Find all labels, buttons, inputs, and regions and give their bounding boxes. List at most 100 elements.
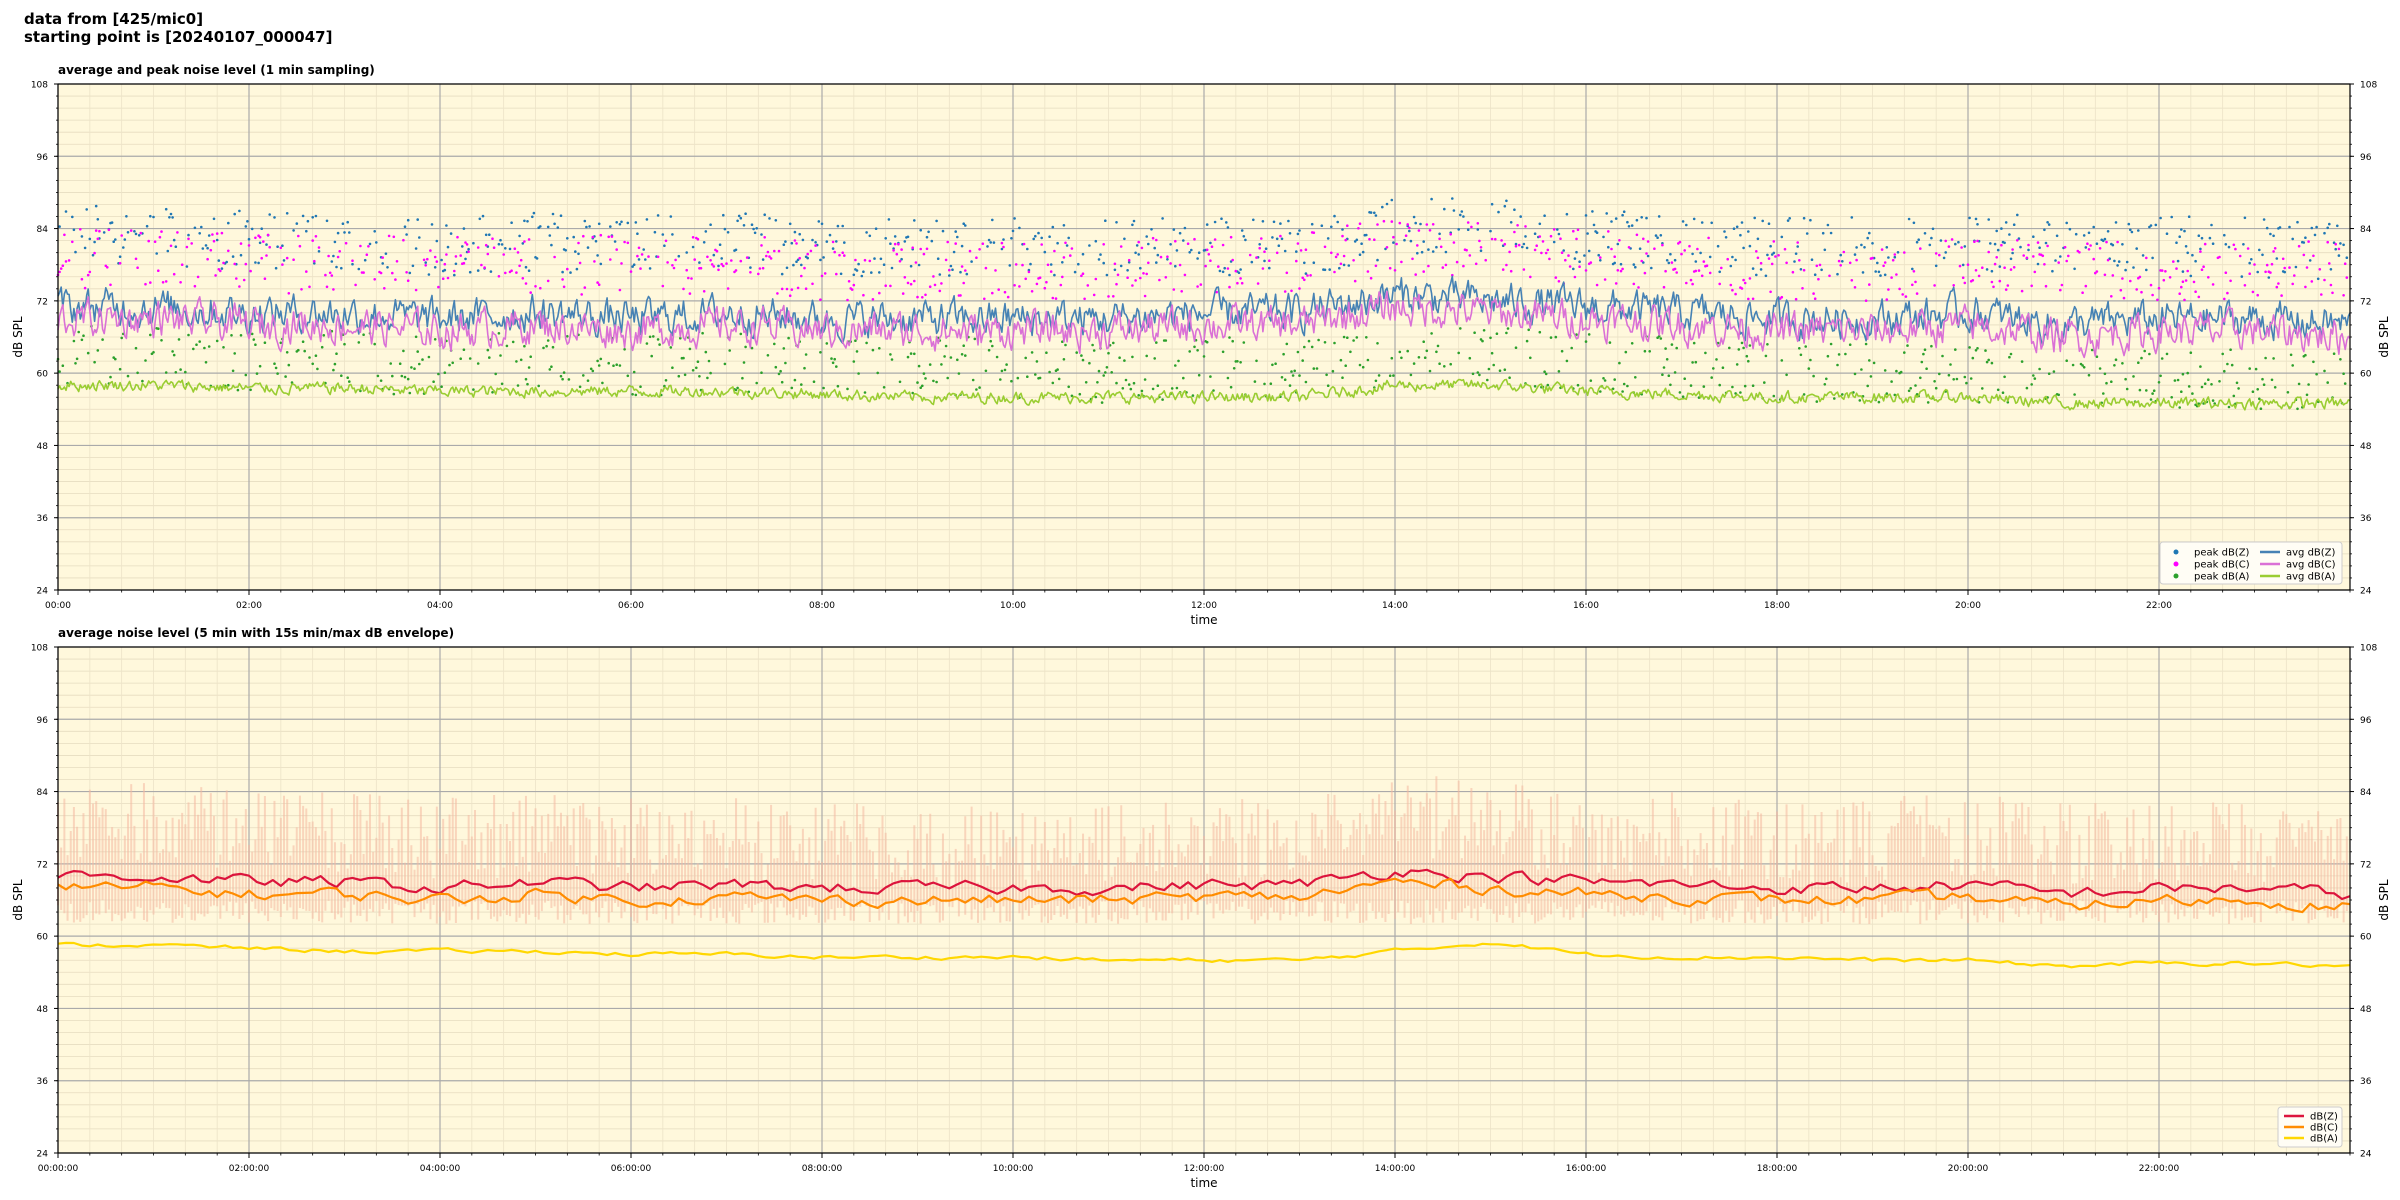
data-point bbox=[1471, 372, 1475, 376]
data-point bbox=[1444, 263, 1448, 267]
data-point bbox=[1344, 238, 1347, 242]
data-point bbox=[704, 350, 708, 354]
data-point bbox=[1153, 357, 1156, 360]
data-point bbox=[265, 254, 268, 257]
data-point bbox=[2281, 257, 2285, 261]
data-point bbox=[1505, 263, 1508, 267]
data-point bbox=[268, 213, 272, 216]
x-tick-label: 18:00 bbox=[1764, 601, 1790, 611]
data-point bbox=[1514, 244, 1518, 248]
data-point bbox=[1930, 236, 1933, 240]
data-point bbox=[1777, 254, 1780, 257]
data-point bbox=[1277, 244, 1281, 247]
starting-point-text: starting point is [20240107_000047] bbox=[24, 28, 333, 46]
data-point bbox=[1839, 264, 1842, 267]
data-point bbox=[101, 338, 104, 341]
data-point bbox=[2129, 279, 2132, 283]
data-point bbox=[725, 262, 728, 265]
data-point bbox=[739, 332, 743, 336]
data-point bbox=[1423, 356, 1427, 360]
data-point bbox=[790, 386, 794, 390]
data-point bbox=[518, 234, 521, 238]
data-point bbox=[949, 356, 953, 359]
data-point bbox=[2016, 239, 2019, 242]
data-point bbox=[1861, 271, 1865, 274]
data-point bbox=[367, 245, 370, 248]
data-point bbox=[324, 273, 327, 277]
data-point bbox=[1067, 236, 1070, 240]
data-point bbox=[1968, 216, 1971, 220]
data-point bbox=[1911, 283, 1914, 287]
data-point bbox=[1342, 254, 1346, 258]
data-point bbox=[1645, 216, 1648, 220]
data-point bbox=[1562, 249, 1565, 252]
data-point bbox=[836, 384, 840, 388]
data-point bbox=[499, 354, 502, 357]
data-point bbox=[1422, 270, 1425, 273]
data-point bbox=[244, 262, 248, 266]
data-point bbox=[1648, 350, 1651, 353]
data-point bbox=[1599, 390, 1602, 393]
data-point bbox=[788, 294, 792, 298]
data-point bbox=[1533, 385, 1537, 388]
data-point bbox=[257, 261, 260, 265]
data-point bbox=[1026, 375, 1029, 379]
y-axis-label: dB SPL bbox=[11, 316, 25, 358]
data-point bbox=[486, 348, 490, 352]
data-point bbox=[580, 293, 583, 296]
data-point bbox=[2067, 254, 2070, 258]
data-point bbox=[1568, 265, 1572, 268]
data-point bbox=[1944, 251, 1947, 254]
data-point bbox=[1576, 383, 1580, 387]
data-point bbox=[992, 241, 996, 244]
data-point bbox=[1436, 344, 1440, 348]
data-point bbox=[1051, 225, 1055, 229]
data-point bbox=[1818, 263, 1822, 267]
data-point bbox=[1353, 279, 1357, 283]
data-point bbox=[1772, 394, 1776, 398]
data-point bbox=[453, 273, 456, 277]
data-point bbox=[1304, 272, 1308, 275]
data-point bbox=[152, 215, 155, 219]
data-point bbox=[510, 269, 513, 273]
data-point bbox=[1204, 264, 1207, 268]
data-point bbox=[1546, 383, 1550, 387]
data-point bbox=[2065, 359, 2068, 363]
data-point bbox=[1767, 257, 1771, 260]
data-point bbox=[1914, 280, 1917, 284]
data-point bbox=[1794, 297, 1798, 301]
data-point bbox=[850, 288, 854, 291]
data-point bbox=[351, 259, 354, 263]
data-point bbox=[1479, 249, 1483, 252]
data-point bbox=[1215, 290, 1218, 294]
data-point bbox=[566, 335, 569, 338]
data-point bbox=[1950, 238, 1954, 241]
data-point bbox=[1435, 245, 1438, 249]
data-point bbox=[387, 234, 391, 238]
data-point bbox=[1105, 273, 1109, 277]
data-point bbox=[1431, 250, 1435, 253]
data-point bbox=[1718, 383, 1721, 387]
data-point bbox=[1048, 370, 1051, 374]
data-point bbox=[1237, 271, 1241, 275]
data-point bbox=[254, 261, 257, 264]
data-point bbox=[2191, 392, 2194, 395]
data-point bbox=[518, 264, 521, 268]
data-point bbox=[989, 241, 992, 244]
data-point bbox=[1064, 343, 1067, 347]
data-point bbox=[800, 263, 803, 267]
data-point bbox=[2130, 230, 2134, 234]
data-point bbox=[1232, 367, 1236, 370]
data-point bbox=[1926, 401, 1930, 404]
data-point bbox=[975, 256, 978, 260]
data-point bbox=[2202, 265, 2205, 269]
data-point bbox=[674, 258, 677, 262]
data-point bbox=[610, 235, 614, 238]
data-point bbox=[1169, 262, 1172, 265]
data-point bbox=[2226, 291, 2229, 295]
data-point bbox=[1169, 243, 1172, 246]
data-point bbox=[1533, 232, 1537, 235]
data-point bbox=[516, 251, 520, 254]
data-point bbox=[2106, 258, 2110, 262]
data-point bbox=[67, 259, 71, 262]
